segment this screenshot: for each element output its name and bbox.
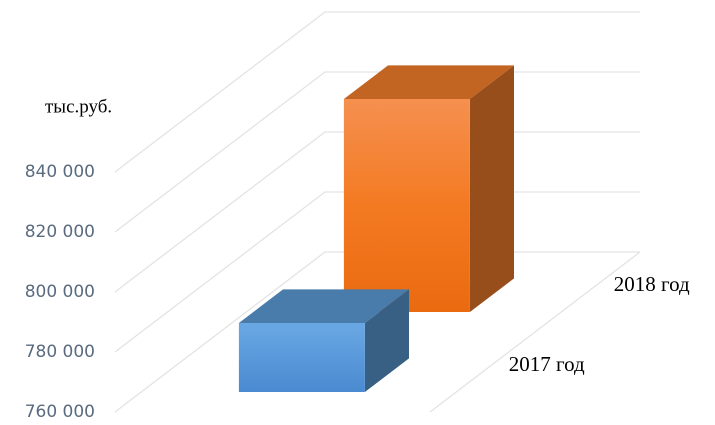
bar-top bbox=[343, 65, 514, 99]
x-tick-label: 2017 год bbox=[509, 352, 585, 376]
grid-line bbox=[114, 251, 640, 413]
grid-line bbox=[114, 11, 640, 173]
y-tick-label: 820 000 bbox=[25, 222, 95, 242]
bar bbox=[343, 99, 470, 312]
grid-line bbox=[114, 191, 640, 353]
y-tick-label: 760 000 bbox=[25, 402, 95, 422]
bar-top bbox=[238, 289, 409, 323]
floor-edge bbox=[429, 251, 641, 413]
grid-line bbox=[114, 71, 640, 233]
y-tick-label: 840 000 bbox=[25, 162, 95, 182]
bar bbox=[238, 323, 365, 392]
x-tick-label: 2018 год bbox=[614, 272, 690, 296]
y-tick-label: 800 000 bbox=[25, 282, 95, 302]
bar-side bbox=[469, 65, 514, 313]
y-tick-label: 780 000 bbox=[25, 342, 95, 362]
bar-side bbox=[364, 289, 409, 392]
grid-line bbox=[114, 131, 640, 293]
y-axis-label: тыс.руб. bbox=[45, 96, 112, 117]
